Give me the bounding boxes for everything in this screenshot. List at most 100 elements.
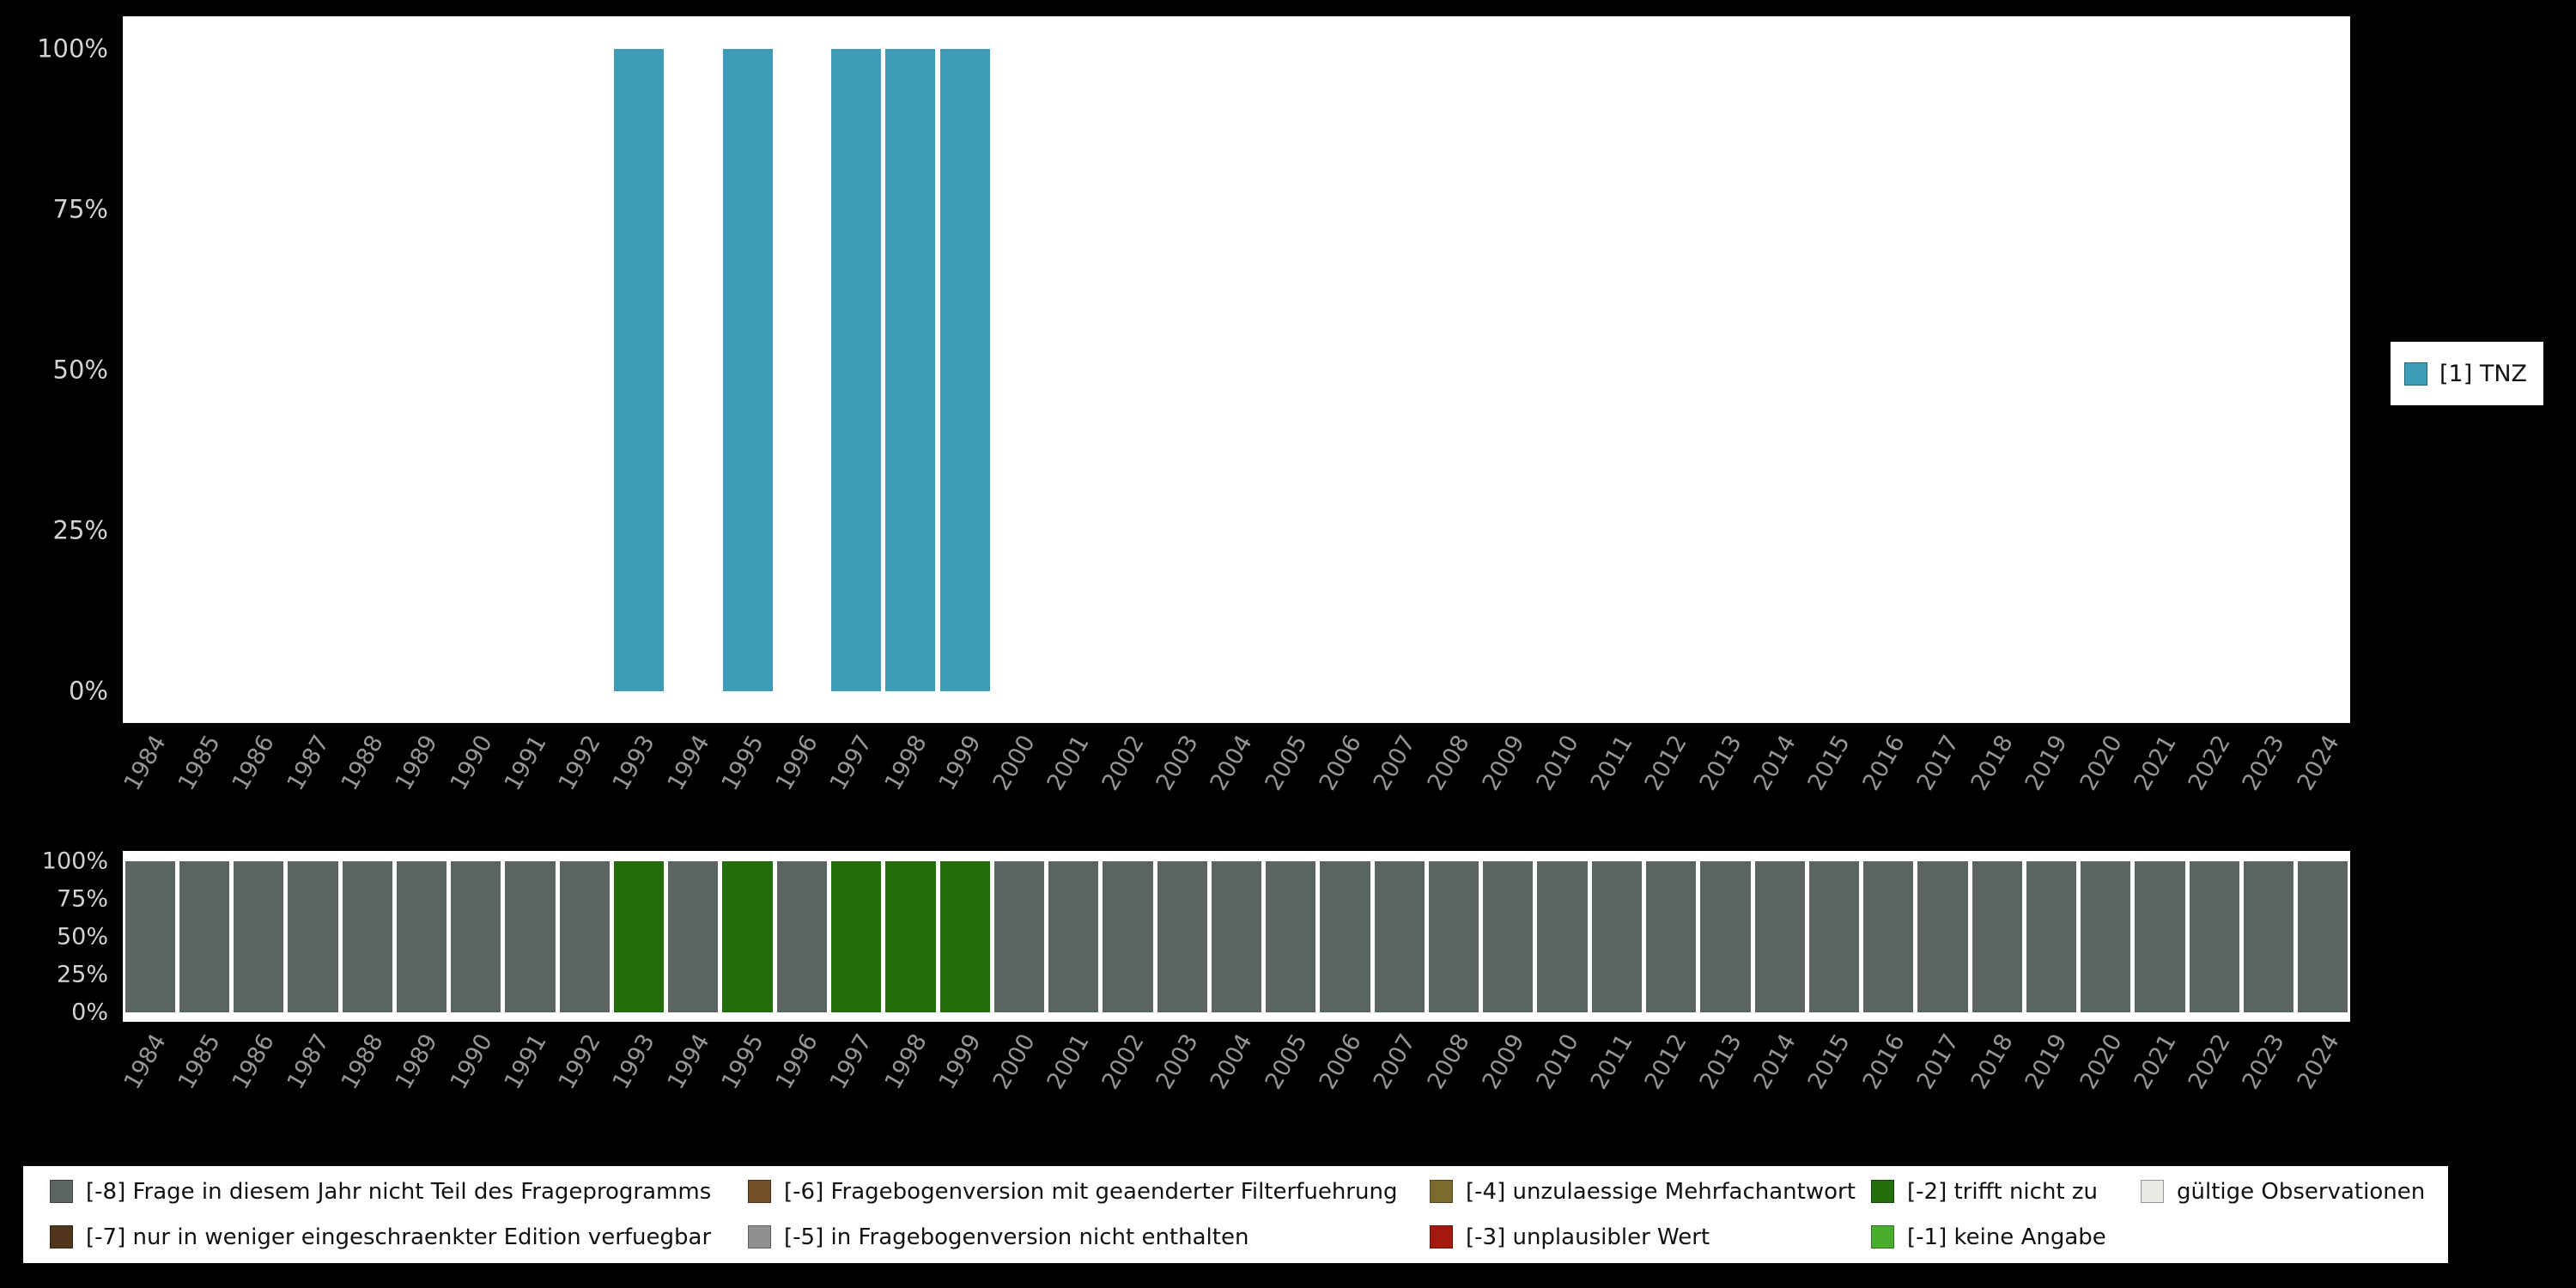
year-label: 2022 — [2184, 1030, 2234, 1093]
missing-legend-item: [-4] unzulaessige Mehrfachantwort — [1430, 1180, 1856, 1203]
year-label: 2013 — [1696, 1030, 1746, 1093]
year-label: 2010 — [1533, 732, 1583, 794]
missing-legend-swatch — [1871, 1180, 1894, 1203]
tnz-bar — [940, 49, 990, 691]
tnz-bar — [885, 49, 935, 691]
missing-bar — [777, 861, 827, 1012]
year-label: 2015 — [1805, 1030, 1855, 1093]
y-axis-tick-label: 25% — [53, 519, 108, 544]
missing-legend-label: [-5] in Fragebogenversion nicht enthalte… — [784, 1224, 1249, 1250]
bottom-chart-panel — [123, 851, 2350, 1022]
year-label: 1993 — [610, 1030, 659, 1093]
missing-bar — [1700, 861, 1750, 1012]
missing-legend-swatch — [748, 1180, 771, 1203]
top-chart-panel — [123, 16, 2350, 723]
missing-legend-label: [-4] unzulaessige Mehrfachantwort — [1466, 1179, 1856, 1205]
year-label: 1985 — [175, 1030, 225, 1093]
missing-bar — [2244, 861, 2293, 1012]
year-label: 1989 — [392, 732, 442, 794]
year-label: 2019 — [2022, 732, 2072, 794]
year-label: 1995 — [718, 732, 768, 794]
missing-legend-swatch — [50, 1180, 73, 1203]
missing-legend-item: [-1] keine Angabe — [1871, 1225, 2106, 1249]
year-label: 2009 — [1479, 1030, 1528, 1093]
year-label: 2017 — [1913, 732, 1963, 794]
year-label: 1995 — [718, 1030, 768, 1093]
missing-bar — [668, 861, 718, 1012]
year-label: 1987 — [283, 1030, 333, 1093]
year-label: 1994 — [664, 1030, 714, 1093]
year-label: 2022 — [2184, 732, 2234, 794]
missing-legend-item: [-3] unplausibler Wert — [1430, 1225, 1710, 1249]
missing-bar — [722, 861, 772, 1012]
year-label: 2023 — [2239, 732, 2289, 794]
year-label: 2020 — [2076, 732, 2126, 794]
year-label: 1988 — [337, 732, 387, 794]
year-label: 1997 — [827, 732, 877, 794]
y-axis-tick-label: 100% — [37, 37, 108, 62]
year-label: 1996 — [772, 1030, 822, 1093]
missing-bar — [1048, 861, 1098, 1012]
missing-bar — [1972, 861, 2022, 1012]
year-label: 1999 — [935, 732, 985, 794]
year-label: 2016 — [1859, 1030, 1909, 1093]
missing-bar — [614, 861, 664, 1012]
missing-legend-item: [-5] in Fragebogenversion nicht enthalte… — [748, 1225, 1249, 1249]
missing-legend-item: [-2] trifft nicht zu — [1871, 1180, 2098, 1203]
year-label: 1992 — [555, 1030, 605, 1093]
year-label: 2017 — [1913, 1030, 1963, 1093]
missing-bar — [1157, 861, 1207, 1012]
year-label: 2016 — [1859, 732, 1909, 794]
year-label: 2008 — [1425, 732, 1474, 794]
missing-bar — [1266, 861, 1315, 1012]
missing-bar — [125, 861, 175, 1012]
missing-legend-item: [-7] nur in weniger eingeschraenkter Edi… — [50, 1225, 711, 1249]
year-label: 1998 — [881, 732, 931, 794]
y-axis-tick-label: 100% — [42, 850, 108, 873]
missing-legend-swatch — [1430, 1180, 1453, 1203]
tnz-bar — [831, 49, 881, 691]
year-label: 1990 — [447, 1030, 496, 1093]
year-label: 2012 — [1642, 732, 1692, 794]
bottom-chart-x-axis: 1984198519861987198819891990199119921993… — [123, 1030, 2350, 1159]
year-label: 2003 — [1152, 732, 1202, 794]
year-label: 2011 — [1588, 732, 1637, 794]
y-axis-tick-label: 75% — [53, 197, 108, 222]
missing-legend-item: [-6] Fragebogenversion mit geaenderter F… — [748, 1180, 1397, 1203]
top-chart-x-axis: 1984198519861987198819891990199119921993… — [123, 732, 2350, 860]
year-label: 1999 — [935, 1030, 985, 1093]
year-label: 2004 — [1207, 1030, 1257, 1093]
year-label: 1985 — [175, 732, 225, 794]
missing-bar — [1320, 861, 1370, 1012]
year-label: 2019 — [2022, 1030, 2072, 1093]
year-label: 2002 — [1098, 732, 1148, 794]
year-label: 2021 — [2130, 732, 2180, 794]
missing-legend-label: [-1] keine Angabe — [1907, 1224, 2106, 1250]
missing-bar — [343, 861, 392, 1012]
year-label: 2001 — [1044, 732, 1094, 794]
year-label: 2018 — [1967, 732, 2017, 794]
year-label: 1990 — [447, 732, 496, 794]
missing-bar — [1212, 861, 1261, 1012]
missing-bar — [179, 861, 229, 1012]
missing-legend-swatch — [1430, 1225, 1453, 1249]
year-label: 2015 — [1805, 732, 1855, 794]
tnz-legend-label: [1] TNZ — [2439, 361, 2527, 387]
missing-bar — [505, 861, 555, 1012]
missing-bar — [885, 861, 935, 1012]
missing-bar — [234, 861, 283, 1012]
year-label: 2006 — [1315, 732, 1365, 794]
year-label: 2008 — [1425, 1030, 1474, 1093]
missing-bar — [1755, 861, 1805, 1012]
y-axis-tick-label: 25% — [57, 963, 108, 987]
missing-legend-swatch — [2141, 1180, 2164, 1203]
missing-bar — [940, 861, 990, 1012]
missing-bar — [1646, 861, 1696, 1012]
year-label: 2014 — [1750, 732, 1800, 794]
year-label: 2001 — [1044, 1030, 1094, 1093]
missing-bar — [1375, 861, 1425, 1012]
missing-legend-label: gültige Observationen — [2177, 1179, 2425, 1205]
y-axis-tick-label: 0% — [69, 679, 108, 704]
missing-bar — [1917, 861, 1967, 1012]
year-label: 2005 — [1261, 1030, 1311, 1093]
